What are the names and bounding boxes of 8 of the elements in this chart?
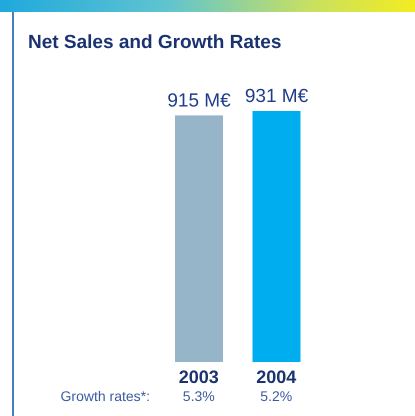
data-label: 931 M€ [244, 86, 309, 107]
x-tick-label: 2004 [256, 366, 296, 387]
text: 5.3% [182, 388, 216, 404]
text: Growth rates*: [60, 388, 150, 404]
x-tick-label: 2003 [178, 366, 219, 387]
data-label: 915 M€ [167, 90, 232, 112]
text: 5.2% [259, 388, 294, 404]
chart-title: Net Sales and Growth Rates [28, 32, 282, 54]
